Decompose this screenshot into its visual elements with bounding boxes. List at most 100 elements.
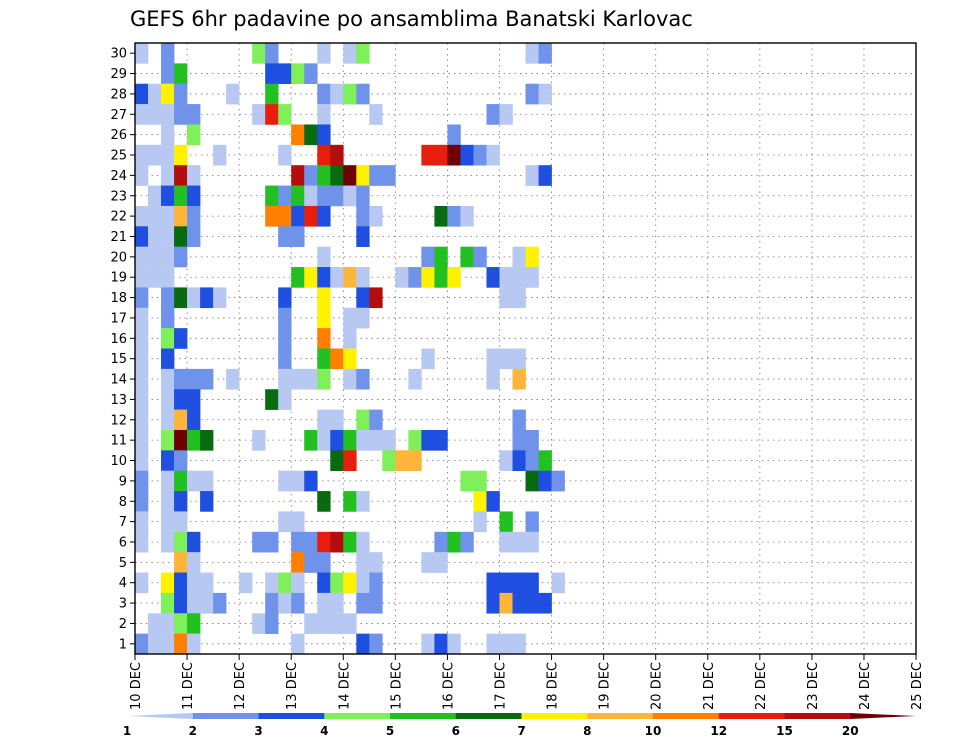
heatmap-cell — [304, 267, 318, 288]
heatmap-cell — [161, 43, 175, 64]
heatmap-cell — [460, 246, 474, 268]
heatmap-cell — [395, 450, 409, 471]
x-tick-label: 21 DEC — [702, 662, 717, 710]
heatmap-cell — [408, 368, 422, 390]
y-tick-label: 11 — [110, 434, 127, 449]
heatmap-cell — [356, 185, 370, 207]
heatmap-cell — [421, 144, 435, 166]
heatmap-cell — [174, 450, 188, 471]
heatmap-cell — [304, 165, 318, 186]
heatmap-cell — [486, 144, 500, 166]
x-tick-label: 12 DEC — [233, 662, 248, 710]
heatmap-cell — [174, 552, 188, 573]
heatmap-cell — [356, 409, 370, 431]
heatmap-cell — [408, 429, 422, 451]
heatmap-cell — [486, 267, 500, 288]
heatmap-cell — [343, 450, 357, 471]
heatmap-cell — [486, 348, 500, 370]
heatmap-cell — [187, 124, 201, 146]
heatmap-cell — [304, 124, 318, 146]
heatmap-cell — [317, 185, 331, 207]
heatmap-cell — [512, 450, 526, 471]
heatmap-cell — [356, 368, 370, 390]
heatmap-cell — [161, 450, 175, 471]
heatmap-cell — [525, 531, 539, 553]
heatmap-cell — [512, 531, 526, 553]
heatmap-cell — [512, 348, 526, 370]
heatmap-cell — [525, 83, 539, 105]
heatmap-cell — [278, 348, 292, 370]
heatmap-cell — [291, 552, 305, 573]
heatmap-cell — [161, 205, 175, 227]
heatmap-cell — [291, 124, 305, 146]
heatmap-cell — [460, 470, 474, 492]
heatmap-cell — [525, 592, 539, 614]
heatmap-cell — [434, 633, 448, 655]
heatmap-cell — [525, 572, 539, 594]
heatmap-cell — [343, 368, 357, 390]
legend-level-label: 15 — [776, 724, 793, 738]
heatmap-cell — [343, 328, 357, 349]
heatmap-cell — [174, 572, 188, 594]
heatmap-cell — [356, 429, 370, 451]
heatmap-cell — [499, 633, 513, 655]
heatmap-cell — [174, 226, 188, 247]
y-tick-label: 1 — [119, 637, 127, 652]
heatmap-cell — [499, 348, 513, 370]
legend-swatch — [850, 713, 916, 719]
heatmap-cell — [161, 389, 175, 410]
heatmap-cell — [304, 368, 318, 390]
heatmap-cell — [252, 531, 266, 553]
y-tick-label: 4 — [119, 576, 127, 591]
heatmap-cell — [421, 552, 435, 573]
heatmap-cell — [265, 83, 279, 105]
heatmap-cell — [330, 613, 344, 634]
heatmap-cell — [369, 104, 383, 125]
legend-level-label: 8 — [583, 724, 591, 738]
heatmap-cell — [317, 307, 331, 329]
heatmap-cell — [369, 165, 383, 186]
heatmap-cell — [525, 429, 539, 451]
heatmap-cell — [278, 368, 292, 390]
heatmap-cell — [356, 592, 370, 614]
heatmap-cell — [369, 633, 383, 655]
heatmap-cell — [252, 104, 266, 125]
heatmap-cell — [161, 226, 175, 247]
heatmap-cell — [486, 592, 500, 614]
heatmap-cell — [343, 572, 357, 594]
heatmap-cell — [135, 450, 149, 471]
heatmap-cell — [369, 572, 383, 594]
color-legend: 1 2 3 4 5 6 7 8 10 12 15 20 — [123, 713, 916, 738]
x-axis: 10 DEC 11 DEC 12 DEC 13 DEC 14 DEC 15 DEC 16 D… — [129, 654, 925, 710]
heatmap-cell — [148, 205, 162, 227]
heatmap-cell — [187, 165, 201, 186]
heatmap-cell — [356, 287, 370, 309]
heatmap-cell — [473, 491, 487, 512]
heatmap-cell — [135, 83, 149, 105]
heatmap-cell — [421, 246, 435, 268]
heatmap-cell — [330, 592, 344, 614]
heatmap-cell — [473, 470, 487, 492]
heatmap-cell — [460, 205, 474, 227]
heatmap-cell — [187, 552, 201, 573]
heatmap-cell — [174, 389, 188, 410]
heatmap-cell — [512, 409, 526, 431]
heatmap-cell — [161, 328, 175, 349]
heatmap-cell — [161, 633, 175, 655]
heatmap-cell — [278, 104, 292, 125]
heatmap-cell — [174, 592, 188, 614]
heatmap-cell — [135, 267, 149, 288]
heatmap-cell — [239, 572, 253, 594]
heatmap-cell — [538, 470, 552, 492]
heatmap-cell — [434, 531, 448, 553]
legend-level-label: 12 — [710, 724, 727, 738]
heatmap-cell — [421, 348, 435, 370]
heatmap-cell — [148, 104, 162, 125]
heatmap-cell — [330, 429, 344, 451]
heatmap-cell — [317, 246, 331, 268]
heatmap-cell — [135, 429, 149, 451]
heatmap-cell — [356, 165, 370, 186]
x-tick-label: 25 DEC — [910, 662, 925, 710]
heatmap-cell — [291, 185, 305, 207]
heatmap-cell — [135, 572, 149, 594]
